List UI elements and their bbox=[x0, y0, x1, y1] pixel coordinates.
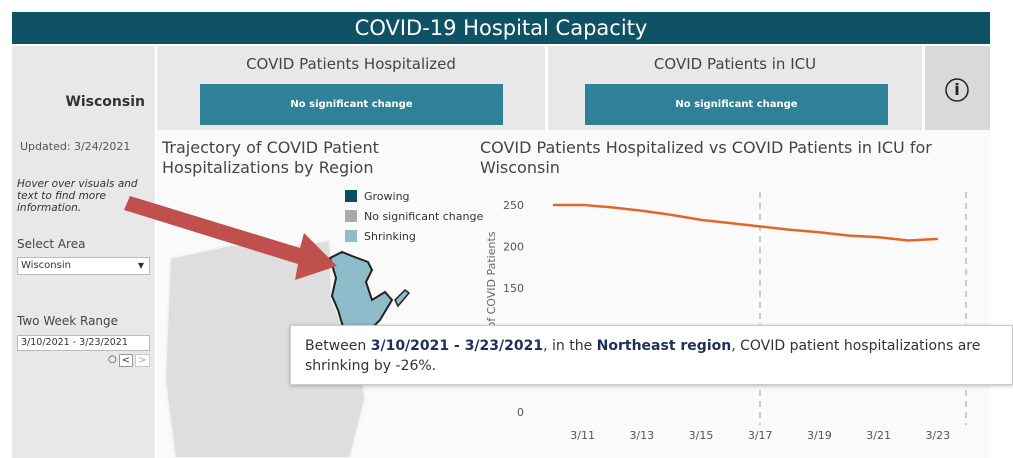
select-label: Select Area bbox=[17, 237, 86, 251]
x-tick-label: 3/21 bbox=[866, 429, 891, 442]
legend-swatch bbox=[345, 190, 357, 202]
y-axis-label: of COVID Patients bbox=[485, 231, 498, 328]
map-peninsula bbox=[394, 289, 411, 308]
legend-label: Shrinking bbox=[364, 230, 416, 243]
range-input[interactable]: 3/10/2021 - 3/23/2021 bbox=[17, 335, 150, 351]
info-circle[interactable] bbox=[945, 78, 969, 102]
tooltip-dates: 3/10/2021 - 3/23/2021 bbox=[370, 338, 544, 354]
legend-label: Growing bbox=[364, 190, 410, 203]
y-tick-label: 250 bbox=[503, 199, 524, 212]
x-tick-label: 3/13 bbox=[629, 429, 654, 442]
y-tick-label: 0 bbox=[517, 406, 524, 419]
x-tick-label: 3/17 bbox=[748, 429, 773, 442]
status-button[interactable]: No significant change bbox=[200, 84, 503, 125]
header-title: COVID-19 Hospital Capacity bbox=[354, 16, 648, 40]
range-label: Two Week Range bbox=[17, 314, 119, 328]
legend-swatch bbox=[345, 230, 357, 242]
reset-button[interactable]: ○ bbox=[108, 354, 117, 365]
legend-swatch bbox=[345, 210, 357, 222]
legend-label: No significant change bbox=[364, 210, 483, 223]
prev-button[interactable]: < bbox=[118, 354, 134, 367]
status-button[interactable]: No significant change bbox=[585, 84, 888, 125]
x-tick-label: 3/19 bbox=[807, 429, 832, 442]
x-tick-label: 3/15 bbox=[689, 429, 714, 442]
arrow bbox=[124, 196, 337, 280]
tooltip-text: , in the bbox=[543, 338, 597, 354]
y-tick-label: 200 bbox=[503, 240, 524, 253]
hint: Hover over visuals and text to find more… bbox=[17, 178, 138, 214]
updated: Updated: 3/24/2021 bbox=[20, 140, 131, 153]
next-button[interactable]: > bbox=[135, 354, 150, 367]
tooltip-text: , COVID patient hospitalizations are shr… bbox=[305, 338, 985, 374]
panel-title: COVID Patients in ICU bbox=[653, 55, 817, 73]
area-label: Wisconsin bbox=[65, 94, 145, 110]
map-legend: Growing No significant change Shrinking bbox=[345, 190, 483, 243]
x-tick-label: 3/11 bbox=[570, 429, 595, 442]
series-line bbox=[553, 203, 938, 242]
header-bar bbox=[12, 12, 990, 44]
map-title: Trajectory of COVID Patient Hospitalizat… bbox=[162, 138, 379, 177]
panel-title: COVID Patients Hospitalized bbox=[246, 55, 456, 73]
dropdown-value: Wisconsin bbox=[21, 260, 71, 271]
chart-title: COVID Patients Hospitalized vs COVID Pat… bbox=[480, 138, 932, 177]
area-dropdown[interactable]: Wisconsin ▼ bbox=[17, 257, 150, 275]
info-icon[interactable]: i bbox=[954, 80, 960, 99]
map-region-northeast[interactable] bbox=[328, 250, 394, 331]
x-tick-label: 3/23 bbox=[925, 429, 950, 442]
caret: ▼ bbox=[137, 261, 144, 270]
sidebar bbox=[12, 130, 155, 458]
tooltip-text: Between bbox=[305, 338, 371, 354]
tooltip-region: Northeast region bbox=[596, 338, 732, 354]
info-box bbox=[925, 46, 990, 130]
area-box bbox=[12, 46, 155, 130]
range-controls: ○ < > bbox=[108, 354, 150, 367]
tooltip: Between 3/10/2021 - 3/23/2021, in the No… bbox=[290, 325, 1013, 385]
line-chart: 050100150200250of COVID Patients3/113/13… bbox=[485, 199, 950, 442]
y-tick-label: 150 bbox=[503, 282, 524, 295]
